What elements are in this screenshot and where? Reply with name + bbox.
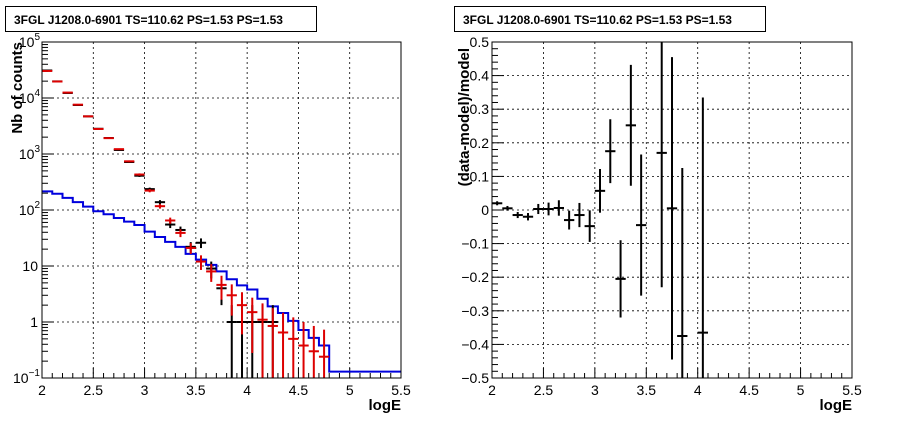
y-tick-label: −0.3: [461, 303, 489, 319]
counts-panel: 2 2.5 3 3.5 4 4.5 5 5.5 10−1 1 10 102 103 104 105 logE N…: [5, 6, 411, 414]
y-tick-label: 102: [19, 200, 41, 218]
y-tick-label: 0.5: [470, 34, 490, 50]
residuals-panel: 2 2.5 3 3.5 4 4.5 5 5.5 −0.5 −0.4 −0.3 −0.2 −0.1 0 0.1…: [449, 0, 898, 421]
plot-frame: [41, 41, 402, 379]
axis-ticks: [41, 44, 402, 379]
x-tick-label: 4: [243, 382, 251, 398]
x-tick-label: 2.5: [534, 382, 554, 398]
y-tick-label: 105: [19, 32, 41, 50]
x-tick-label: 3.5: [186, 382, 206, 398]
x-tick-label: 4: [694, 382, 702, 398]
x-tick-label: 3: [591, 382, 599, 398]
y-tick-label: 1: [30, 314, 38, 330]
y-tick-label: −0.1: [461, 236, 489, 252]
y-axis-label: Nb of counts: [9, 42, 26, 134]
y-tick-label: 0.1: [470, 168, 490, 184]
y-tick-label: −0.4: [461, 336, 489, 352]
x-tick-label: 3: [141, 382, 149, 398]
plot-area: [42, 42, 401, 378]
y-tick-label: 0.2: [470, 135, 490, 151]
y-tick-label: 103: [19, 144, 41, 162]
y-tick-label: 0.4: [470, 68, 490, 84]
x-axis-label: logE: [369, 397, 402, 414]
model-series: [42, 69, 330, 378]
x-tick-label: 3.5: [637, 382, 657, 398]
y-tick-label: 10−1: [13, 368, 40, 386]
x-tick-label: 2: [38, 382, 46, 398]
x-tick-label: 5: [797, 382, 805, 398]
x-tick-label: 5.5: [842, 382, 862, 398]
y-axis-label: (data-model)/model: [456, 48, 473, 186]
y-tick-label: 0: [481, 202, 489, 218]
residual-series: [492, 42, 708, 378]
counts-chart: 2 2.5 3 3.5 4 4.5 5 5.5 10−1 1 10 102 103 104 105 logE N…: [9, 32, 411, 414]
residuals-chart-title: 3FGL J1208.0-6901 TS=110.62 PS=1.53 PS=1…: [454, 6, 766, 32]
x-tick-label: 4.5: [289, 382, 309, 398]
y-tick-label: −0.2: [461, 269, 489, 285]
y-tick-label: 104: [19, 88, 41, 106]
x-tick-label: 5.5: [391, 382, 411, 398]
y-tick-label: −0.5: [461, 370, 489, 386]
axis-ticks: [491, 41, 853, 379]
y-tick-label: 10: [22, 258, 38, 274]
x-tick-label: 2: [488, 382, 496, 398]
x-tick-label: 4.5: [739, 382, 759, 398]
x-tick-label: 2.5: [84, 382, 104, 398]
x-axis-label: logE: [820, 397, 853, 414]
x-tick-label: 5: [346, 382, 354, 398]
y-tick-label: 0.3: [470, 101, 490, 117]
counts-chart-title: 3FGL J1208.0-6901 TS=110.62 PS=1.53 PS=1…: [5, 6, 317, 32]
residuals-chart: 2 2.5 3 3.5 4 4.5 5 5.5 −0.5 −0.4 −0.3 −0.2 −0.1 0 0.1…: [456, 34, 862, 414]
plot-frame: [491, 41, 853, 379]
